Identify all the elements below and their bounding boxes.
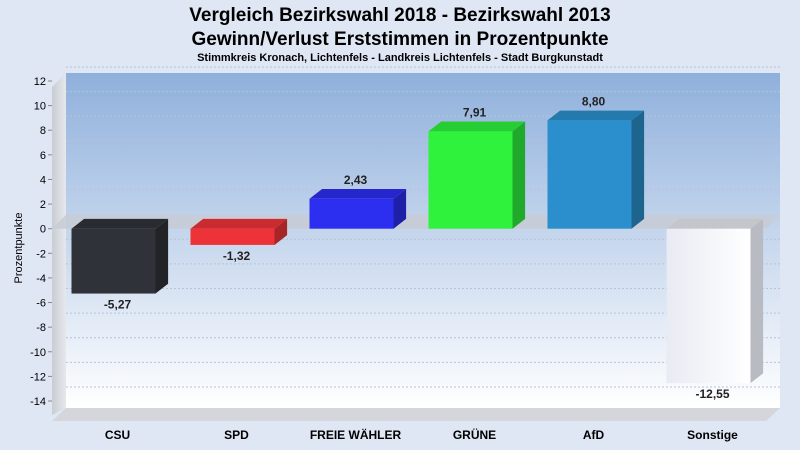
y-tick-label: 6: [40, 150, 46, 162]
x-tick-label: FREIE WÄHLER: [310, 427, 402, 442]
y-tick-label: -4: [36, 273, 46, 285]
bar: [190, 228, 275, 245]
bar: [309, 198, 394, 229]
y-tick-label: -2: [36, 248, 46, 260]
x-tick-label: AfD: [583, 428, 605, 442]
bar: [428, 131, 513, 229]
data-label: 7,91: [463, 106, 487, 120]
y-axis-title: Prozentpunkte: [13, 213, 25, 284]
y-tick-label: 0: [40, 224, 46, 236]
bar: [666, 228, 751, 384]
bar-side: [631, 110, 645, 229]
bar-top: [71, 218, 169, 229]
chart-title-line1: Vergleich Bezirkswahl 2018 - Bezirkswahl…: [189, 5, 611, 26]
y-tick-label: 8: [40, 125, 46, 137]
y-tick-label: -14: [30, 396, 46, 408]
data-label: -5,27: [104, 298, 132, 312]
bar-top: [190, 218, 288, 229]
bar: [547, 120, 632, 229]
bar-top: [428, 121, 526, 132]
bar-side: [512, 121, 526, 229]
chart-title-line2: Gewinn/Verlust Erststimmen in Prozentpun…: [191, 29, 609, 50]
y-tick-label: 10: [34, 101, 46, 113]
data-label: 2,43: [344, 173, 368, 187]
y-tick-label: -6: [36, 298, 46, 310]
bar-side: [274, 218, 288, 245]
y-tick-label: -10: [30, 347, 46, 359]
y-tick-label: 4: [40, 174, 46, 186]
data-label: -1,32: [223, 249, 251, 263]
bar-top: [547, 110, 645, 121]
bar-top: [309, 188, 407, 199]
x-tick-label: Sonstige: [687, 428, 738, 442]
y-tick-label: 2: [40, 199, 46, 211]
x-tick-label: GRÜNE: [453, 427, 496, 442]
plot-left-wall: [52, 73, 66, 415]
bar-side: [155, 218, 169, 294]
x-tick-label: SPD: [224, 428, 249, 442]
plot-background: [66, 73, 780, 408]
x-tick-label: CSU: [105, 428, 130, 442]
data-label: -12,55: [695, 387, 729, 401]
data-label: 8,80: [582, 95, 606, 109]
bar-top: [666, 218, 764, 229]
y-tick-label: -8: [36, 322, 46, 334]
bar-side: [750, 218, 764, 384]
y-tick-label: -12: [30, 371, 46, 383]
bar: [71, 228, 156, 294]
bar-side: [393, 188, 407, 229]
plot-floor: [52, 408, 780, 421]
y-tick-label: 12: [34, 76, 46, 88]
chart-subtitle: Stimmkreis Kronach, Lichtenfels - Landkr…: [197, 52, 603, 64]
